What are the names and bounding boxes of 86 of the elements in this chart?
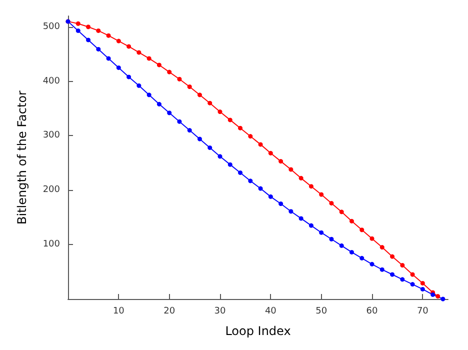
y-tick-label: 400: [42, 76, 60, 86]
point: [268, 194, 273, 199]
point: [380, 267, 384, 272]
point: [360, 256, 364, 260]
x-tick-label: 40: [264, 306, 277, 316]
point: [136, 50, 142, 55]
point: [400, 263, 405, 268]
point: [96, 46, 101, 52]
point: [197, 136, 202, 142]
point: [410, 272, 415, 277]
point: [156, 102, 162, 106]
x-tick-label: 70: [416, 306, 429, 316]
point: [400, 277, 405, 282]
point: [258, 142, 263, 147]
point: [156, 62, 162, 68]
point: [308, 184, 314, 189]
y-axis-title: Bitlength of the Factor: [15, 90, 29, 224]
x-axis-title: Loop Index: [225, 324, 291, 338]
point: [238, 170, 243, 175]
point: [339, 243, 344, 248]
point: [177, 119, 182, 124]
point: [258, 186, 263, 191]
point: [298, 216, 304, 221]
point: [370, 262, 374, 266]
point: [86, 24, 91, 30]
point: [238, 126, 243, 130]
point: [248, 134, 253, 139]
point: [288, 167, 294, 172]
point: [116, 38, 121, 44]
point: [218, 110, 222, 114]
point: [187, 84, 192, 89]
point: [167, 70, 172, 74]
point: [349, 218, 354, 224]
point: [208, 100, 212, 106]
point: [248, 178, 253, 184]
point: [126, 74, 132, 80]
point: [76, 21, 80, 26]
point: [268, 150, 273, 156]
point: [228, 118, 232, 122]
point: [308, 223, 314, 228]
point: [167, 110, 172, 116]
point: [197, 92, 202, 98]
point: [96, 28, 101, 33]
point: [126, 44, 132, 49]
point: [329, 236, 334, 242]
point: [146, 56, 152, 61]
point: [136, 83, 142, 88]
point: [288, 209, 294, 214]
point: [360, 228, 364, 232]
point: [278, 159, 284, 164]
x-tick-label: 10: [112, 306, 125, 316]
y-tick-label: 500: [42, 22, 60, 32]
point: [390, 272, 395, 277]
point: [410, 282, 415, 287]
point: [106, 56, 111, 61]
point: [187, 128, 192, 133]
point: [420, 280, 425, 286]
point: [76, 28, 80, 33]
point: [106, 33, 111, 38]
point: [278, 202, 284, 206]
point: [420, 286, 425, 292]
point: [177, 76, 182, 82]
point: [319, 230, 324, 235]
point: [349, 250, 354, 254]
point: [116, 65, 121, 70]
point: [440, 296, 446, 302]
x-tick-label: 60: [366, 306, 378, 316]
point: [208, 145, 212, 150]
x-tick-label: 20: [164, 306, 176, 316]
point: [370, 236, 374, 241]
point: [146, 92, 152, 98]
point: [380, 245, 384, 250]
point: [298, 176, 304, 180]
point: [228, 162, 232, 167]
point: [339, 210, 344, 214]
point: [319, 192, 324, 197]
point: [86, 38, 91, 42]
point: [218, 154, 222, 159]
y-tick-label: 300: [42, 130, 60, 141]
x-tick-label: 30: [214, 306, 226, 316]
point: [390, 254, 395, 259]
x-tick-label: 50: [316, 306, 328, 316]
point: [436, 294, 440, 299]
y-tick-label: 100: [42, 240, 60, 250]
point: [329, 200, 334, 206]
y-tick-label: 200: [42, 185, 60, 196]
